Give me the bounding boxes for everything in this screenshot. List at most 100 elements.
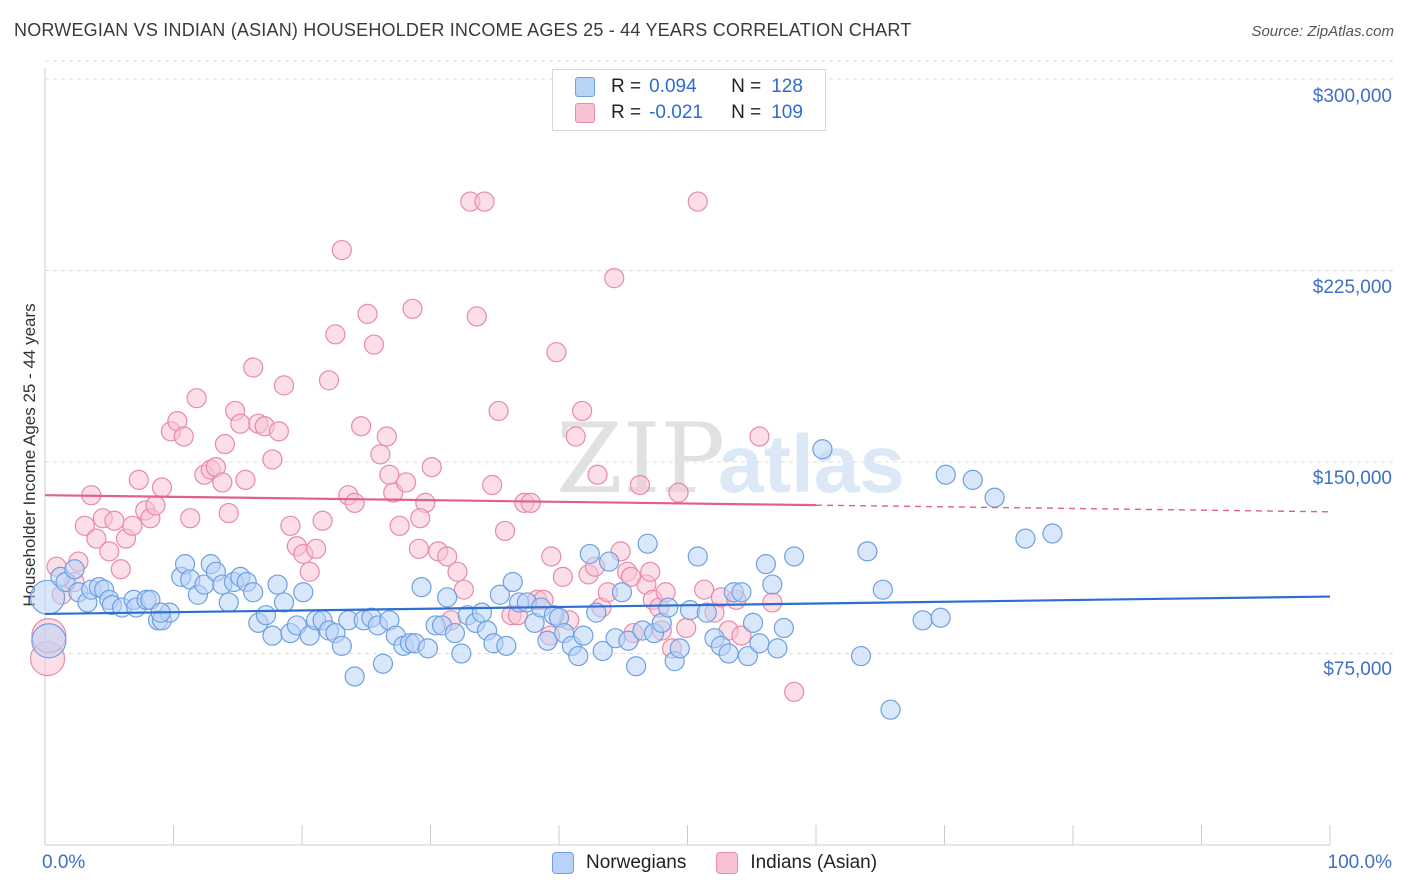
indian-point-31 [230,413,251,434]
indian-point-115 [620,566,642,588]
norwegian-point-93 [637,533,658,554]
indian-point-116 [640,561,661,582]
norwegian-point-40 [293,582,314,603]
indian-point-12 [110,559,131,580]
norwegian-point-101 [696,602,717,623]
norwegian-point-117 [857,541,878,562]
indian-point-6 [74,515,95,536]
norwegian-point-83 [573,625,594,646]
norwegian-point-59 [417,638,439,659]
norwegian-point-1 [31,623,67,659]
norwegian-point-100 [687,546,708,567]
indian-point-89 [604,268,625,289]
norwegian-point-64 [451,643,472,664]
norwegian-point-116 [850,645,872,667]
norwegian-point-121 [930,607,951,628]
indian-point-47 [331,239,352,261]
norwegian-point-122 [935,464,956,485]
indian-point-28 [212,472,233,493]
norwegian-point-72 [502,571,523,593]
legend-n-value: 109 [771,102,803,123]
indian-point-109 [784,681,805,702]
norwegian-point-114 [784,546,805,567]
legend-r-value: -0.021 [649,102,703,123]
norwegian-point-107 [737,645,758,667]
y-tick-225000: $225,000 [1312,277,1392,298]
norwegian-point-110 [755,554,776,575]
norwegian-point-34 [255,605,277,626]
norwegian-point-62 [437,587,458,608]
watermark-atlas: atlas [718,419,905,510]
norwegian-point-71 [496,635,517,656]
indian-point-83 [565,426,586,447]
indian-point-108 [762,592,783,613]
trend-lines [44,494,1331,616]
trend-line-0 [44,595,1331,616]
indian-point-111 [379,464,400,485]
legend-swatch-blue [575,77,595,97]
norwegian-point-46 [331,635,352,656]
indian-point-63 [437,546,458,567]
indian-point-18 [145,495,166,516]
indian-point-80 [546,342,567,363]
legend-n-label: N = [731,76,762,97]
norwegian-point-113 [773,617,794,639]
indian-point-23 [180,508,201,529]
indian-point-70 [482,474,503,496]
axes [44,68,1331,846]
source-label: Source: ZipAtlas.com [1251,23,1394,40]
indian-point-100 [676,617,697,639]
indian-point-112 [410,508,431,529]
indian-point-68 [466,306,487,327]
indian-point-44 [312,510,333,531]
indian-point-46 [325,324,346,345]
indian-point-58 [402,298,423,319]
indian-point-11 [104,510,125,531]
indian-point-38 [273,375,295,396]
indian-point-113 [541,546,562,567]
indian-point-102 [694,579,715,600]
indian-point-33 [243,357,264,378]
indian-point-81 [552,566,573,588]
indian-point-51 [357,303,378,325]
norwegian-point-90 [618,630,639,651]
norwegian-point-37 [273,592,295,613]
norwegian-point-124 [984,487,1005,508]
indian-point-19 [151,477,173,498]
grid-lines [45,60,1395,654]
norwegian-point-87 [599,551,620,572]
norwegian-point-28 [218,592,239,613]
indian-point-52 [363,334,385,355]
indian-point-59 [408,538,430,559]
norwegian-point-91 [625,656,647,677]
norwegian-point-104 [718,643,739,664]
norwegian-point-77 [537,630,558,651]
indian-point-84 [572,400,593,422]
chart-title: NORWEGIAN VS INDIAN (ASIAN) HOUSEHOLDER … [14,20,912,40]
y-tick-75000: $75,000 [1323,659,1392,680]
indian-point-54 [376,426,397,447]
norwegian-point-111 [762,574,783,595]
norwegian-point-119 [880,699,901,720]
indian-point-99 [668,482,689,503]
series-legend: Norwegians Indians (Asian) [552,852,907,874]
indian-point-15 [128,469,149,490]
norwegian-point-99 [679,599,701,621]
norwegian-point-108 [742,612,764,633]
x-tick-0: 0.0% [42,852,86,873]
indian-point-71 [488,400,509,422]
legend-n-label: N = [731,102,762,123]
indian-point-10 [99,541,120,562]
watermark-zip: ZIP [556,403,725,515]
norwegian-point-115 [812,439,833,460]
indian-point-42 [299,561,320,582]
indian-point-43 [306,538,327,559]
indian-point-76 [520,492,541,513]
indian-point-66 [453,579,475,600]
norwegian-point-84 [579,543,600,565]
indian-point-39 [280,515,301,536]
legend-n-value: 128 [771,76,803,97]
indian-point-93 [629,474,651,496]
trend-line-dashed-1 [815,504,1331,513]
